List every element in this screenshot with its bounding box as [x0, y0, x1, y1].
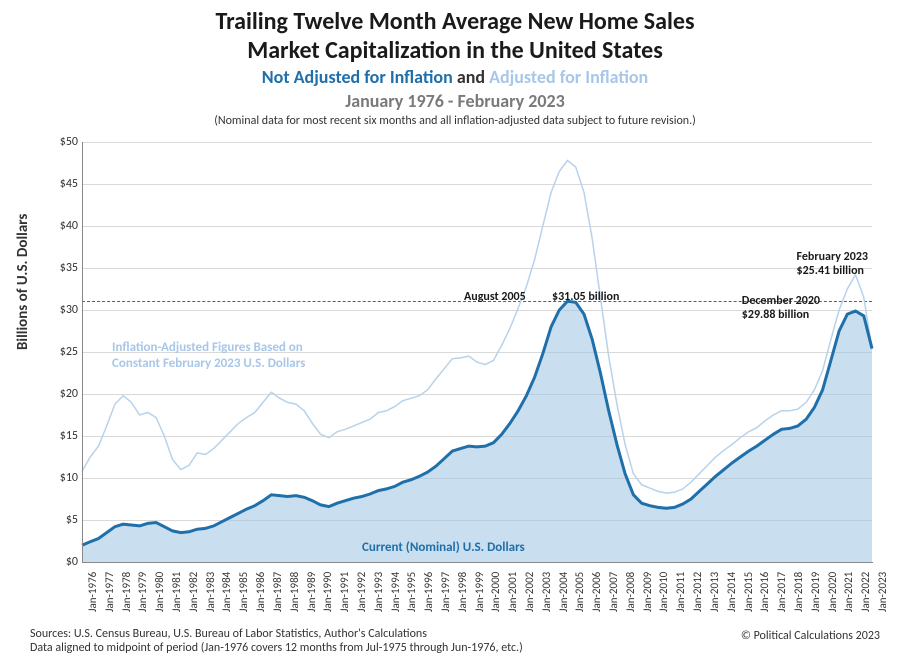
adjusted-series-line	[82, 161, 872, 494]
y-tick-label: $10	[60, 471, 78, 485]
x-tick-label: Jan-1998	[456, 572, 469, 612]
x-tick-label: Jan-2003	[540, 572, 553, 612]
y-tick-label: $50	[60, 135, 78, 149]
x-tick-label: Jan-2015	[742, 572, 755, 612]
y-tick-label: $20	[60, 387, 78, 401]
x-tick-label: Jan-2000	[489, 572, 502, 612]
x-tick-label: Jan-1986	[254, 572, 267, 612]
x-tick-label: Jan-1989	[305, 572, 318, 612]
y-tick-label: $0	[66, 555, 78, 569]
date-range: January 1976 - February 2023	[0, 90, 910, 112]
subtitle: Not Adjusted for Inflation and Adjusted …	[0, 66, 910, 88]
subtitle-adjusted: Adjusted for Inflation	[489, 66, 648, 88]
chart-container: Trailing Twelve Month Average New Home S…	[0, 0, 910, 661]
x-tick-label: Jan-2020	[826, 572, 839, 612]
x-tick-label: Jan-2023	[876, 572, 889, 612]
x-tick-label: Jan-1982	[187, 572, 200, 612]
x-tick-label: Jan-1980	[153, 572, 166, 612]
x-tick-label: Jan-2018	[792, 572, 805, 612]
footer: Sources: U.S. Census Bureau, U.S. Bureau…	[30, 627, 880, 655]
chart-note: (Nominal data for most recent six months…	[0, 114, 910, 128]
y-tick-label: $40	[60, 219, 78, 233]
x-tick-label: Jan-2004	[557, 572, 570, 612]
x-tick-label: Jan-2022	[859, 572, 872, 612]
x-tick-label: Jan-2021	[842, 572, 855, 612]
x-tick-label: Jan-1994	[389, 572, 402, 612]
chart-svg	[82, 142, 872, 562]
x-tick-label: Jan-2007	[607, 572, 620, 612]
subtitle-nominal: Not Adjusted for Inflation	[262, 66, 453, 88]
nominal-series-area	[82, 301, 872, 562]
x-tick-label: Jan-2011	[674, 572, 687, 612]
x-tick-label: Jan-1983	[204, 572, 217, 612]
x-tick-label: Jan-1985	[237, 572, 250, 612]
y-tick-label: $5	[66, 513, 78, 527]
y-tick-label: $45	[60, 177, 78, 191]
copyright: © Political Calculations 2023	[741, 629, 880, 643]
title-block: Trailing Twelve Month Average New Home S…	[0, 0, 910, 128]
x-tick-label: Jan-1987	[271, 572, 284, 612]
x-tick-label: Jan-1977	[103, 572, 116, 612]
plot-area: August 2005 $31.05 billion February 2023…	[82, 142, 872, 562]
x-tick-label: Jan-1991	[338, 572, 351, 612]
y-tick-label: $15	[60, 429, 78, 443]
y-tick-label: $35	[60, 261, 78, 275]
x-tick-label: Jan-2008	[624, 572, 637, 612]
alignment-note: Data aligned to midpoint of period (Jan-…	[30, 641, 880, 655]
x-tick-label: Jan-1990	[321, 572, 334, 612]
x-tick-label: Jan-2001	[506, 572, 519, 612]
x-tick-label: Jan-2010	[657, 572, 670, 612]
x-tick-label: Jan-2013	[708, 572, 721, 612]
x-tick-label: Jan-1997	[439, 572, 452, 612]
x-tick-label: Jan-1988	[288, 572, 301, 612]
x-tick-label: Jan-2005	[573, 572, 586, 612]
x-tick-label: Jan-2002	[523, 572, 536, 612]
x-tick-label: Jan-2006	[590, 572, 603, 612]
x-tick-label: Jan-2014	[725, 572, 738, 612]
x-tick-label: Jan-2016	[758, 572, 771, 612]
title-line-2: Market Capitalization in the United Stat…	[0, 37, 910, 66]
x-tick-label: Jan-1984	[220, 572, 233, 612]
title-line-1: Trailing Twelve Month Average New Home S…	[0, 8, 910, 37]
y-tick-label: $25	[60, 345, 78, 359]
x-tick-label: Jan-1981	[170, 572, 183, 612]
x-tick-label: Jan-1999	[473, 572, 486, 612]
x-tick-label: Jan-1976	[86, 572, 99, 612]
x-tick-label: Jan-2017	[775, 572, 788, 612]
y-axis-label: Billions of U.S. Dollars	[14, 214, 32, 350]
x-tick-label: Jan-1992	[355, 572, 368, 612]
x-tick-label: Jan-1979	[136, 572, 149, 612]
x-tick-label: Jan-2019	[809, 572, 822, 612]
x-tick-label: Jan-1978	[120, 572, 133, 612]
x-tick-label: Jan-1995	[405, 572, 418, 612]
x-tick-label: Jan-1996	[422, 572, 435, 612]
subtitle-and: and	[453, 66, 489, 88]
x-tick-label: Jan-1993	[372, 572, 385, 612]
x-tick-label: Jan-2009	[641, 572, 654, 612]
x-tick-label: Jan-2012	[691, 572, 704, 612]
y-tick-label: $30	[60, 303, 78, 317]
